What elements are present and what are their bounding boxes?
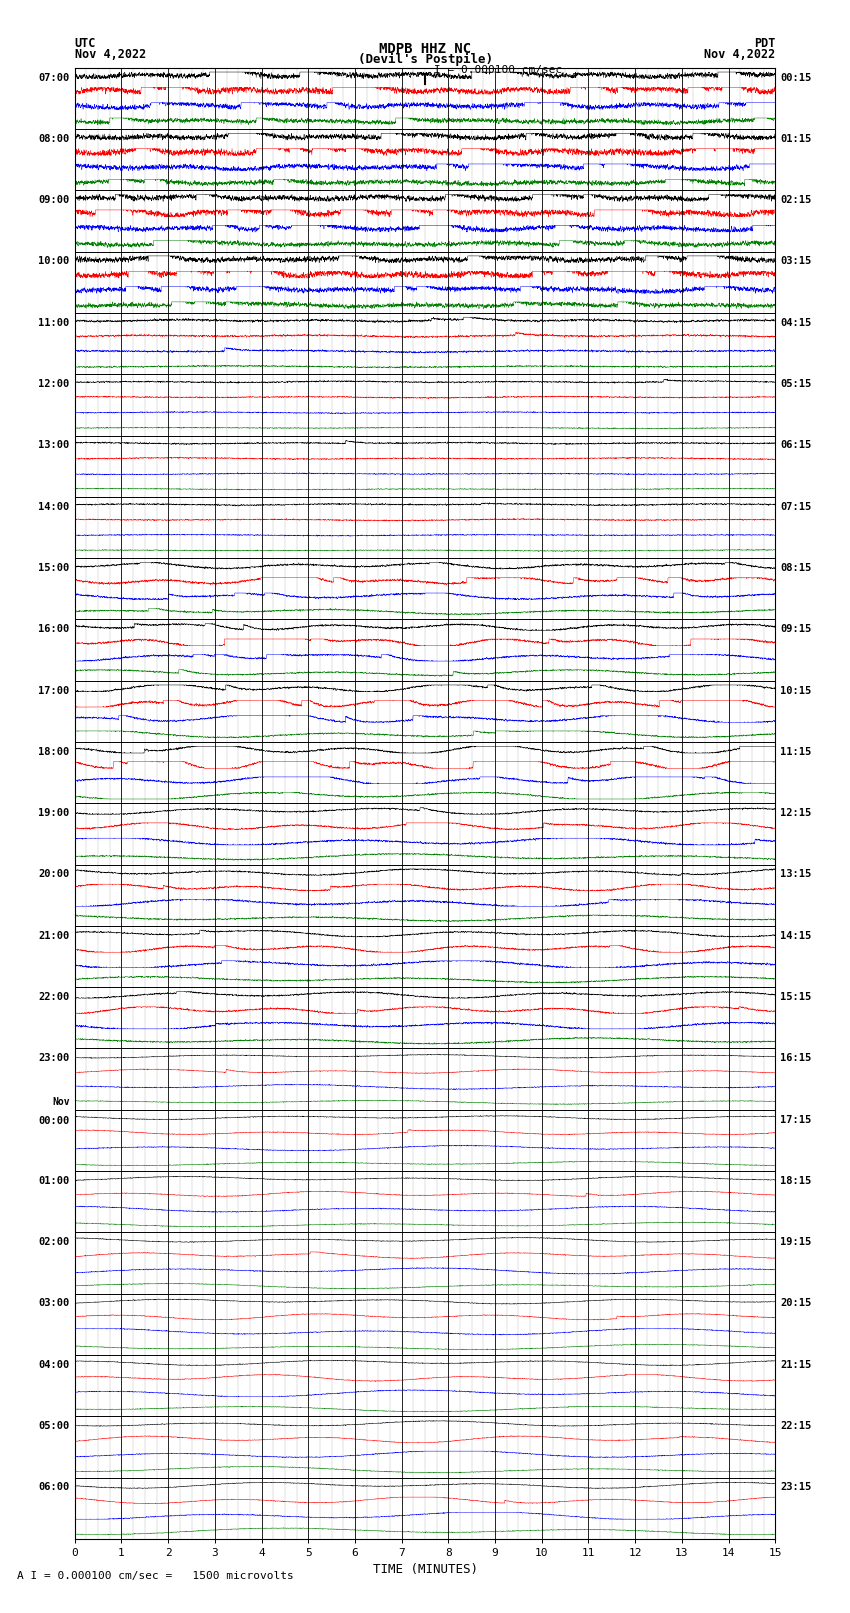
- Text: 00:15: 00:15: [780, 73, 812, 82]
- Text: 05:15: 05:15: [780, 379, 812, 389]
- Text: 01:00: 01:00: [38, 1176, 70, 1186]
- Text: 13:15: 13:15: [780, 869, 812, 879]
- Text: MDPB HHZ NC: MDPB HHZ NC: [379, 42, 471, 56]
- Text: 03:00: 03:00: [38, 1298, 70, 1308]
- Text: 16:00: 16:00: [38, 624, 70, 634]
- Text: A I = 0.000100 cm/sec =   1500 microvolts: A I = 0.000100 cm/sec = 1500 microvolts: [17, 1571, 294, 1581]
- Text: 07:15: 07:15: [780, 502, 812, 511]
- Text: 12:15: 12:15: [780, 808, 812, 818]
- Text: 00:00: 00:00: [38, 1116, 70, 1126]
- Text: 08:00: 08:00: [38, 134, 70, 144]
- Text: 15:00: 15:00: [38, 563, 70, 573]
- Text: 01:15: 01:15: [780, 134, 812, 144]
- Text: Nov: Nov: [52, 1097, 70, 1107]
- Text: 22:15: 22:15: [780, 1421, 812, 1431]
- Text: 02:00: 02:00: [38, 1237, 70, 1247]
- Text: 19:15: 19:15: [780, 1237, 812, 1247]
- Text: 14:00: 14:00: [38, 502, 70, 511]
- Text: 22:00: 22:00: [38, 992, 70, 1002]
- Text: 18:15: 18:15: [780, 1176, 812, 1186]
- Text: 15:15: 15:15: [780, 992, 812, 1002]
- Text: 04:00: 04:00: [38, 1360, 70, 1369]
- Text: 10:15: 10:15: [780, 686, 812, 695]
- Text: 03:15: 03:15: [780, 256, 812, 266]
- Text: 12:00: 12:00: [38, 379, 70, 389]
- Text: PDT: PDT: [754, 37, 775, 50]
- Text: 20:00: 20:00: [38, 869, 70, 879]
- Text: 23:00: 23:00: [38, 1053, 70, 1063]
- Text: 14:15: 14:15: [780, 931, 812, 940]
- Text: 17:00: 17:00: [38, 686, 70, 695]
- Text: 04:15: 04:15: [780, 318, 812, 327]
- Text: 20:15: 20:15: [780, 1298, 812, 1308]
- Text: 05:00: 05:00: [38, 1421, 70, 1431]
- Text: 16:15: 16:15: [780, 1053, 812, 1063]
- Text: UTC: UTC: [75, 37, 96, 50]
- Text: 21:00: 21:00: [38, 931, 70, 940]
- Text: 09:15: 09:15: [780, 624, 812, 634]
- X-axis label: TIME (MINUTES): TIME (MINUTES): [372, 1563, 478, 1576]
- Text: 07:00: 07:00: [38, 73, 70, 82]
- Text: 09:00: 09:00: [38, 195, 70, 205]
- Text: 06:00: 06:00: [38, 1482, 70, 1492]
- Text: 02:15: 02:15: [780, 195, 812, 205]
- Text: 13:00: 13:00: [38, 440, 70, 450]
- Text: 19:00: 19:00: [38, 808, 70, 818]
- Text: 10:00: 10:00: [38, 256, 70, 266]
- Text: (Devil's Postpile): (Devil's Postpile): [358, 53, 492, 66]
- Text: 06:15: 06:15: [780, 440, 812, 450]
- Text: 17:15: 17:15: [780, 1115, 812, 1124]
- Text: Nov 4,2022: Nov 4,2022: [704, 48, 775, 61]
- Text: 23:15: 23:15: [780, 1482, 812, 1492]
- Text: Nov 4,2022: Nov 4,2022: [75, 48, 146, 61]
- Text: 08:15: 08:15: [780, 563, 812, 573]
- Text: 11:00: 11:00: [38, 318, 70, 327]
- Text: 11:15: 11:15: [780, 747, 812, 756]
- Text: I = 0.000100 cm/sec: I = 0.000100 cm/sec: [434, 65, 562, 74]
- Text: 21:15: 21:15: [780, 1360, 812, 1369]
- Text: 18:00: 18:00: [38, 747, 70, 756]
